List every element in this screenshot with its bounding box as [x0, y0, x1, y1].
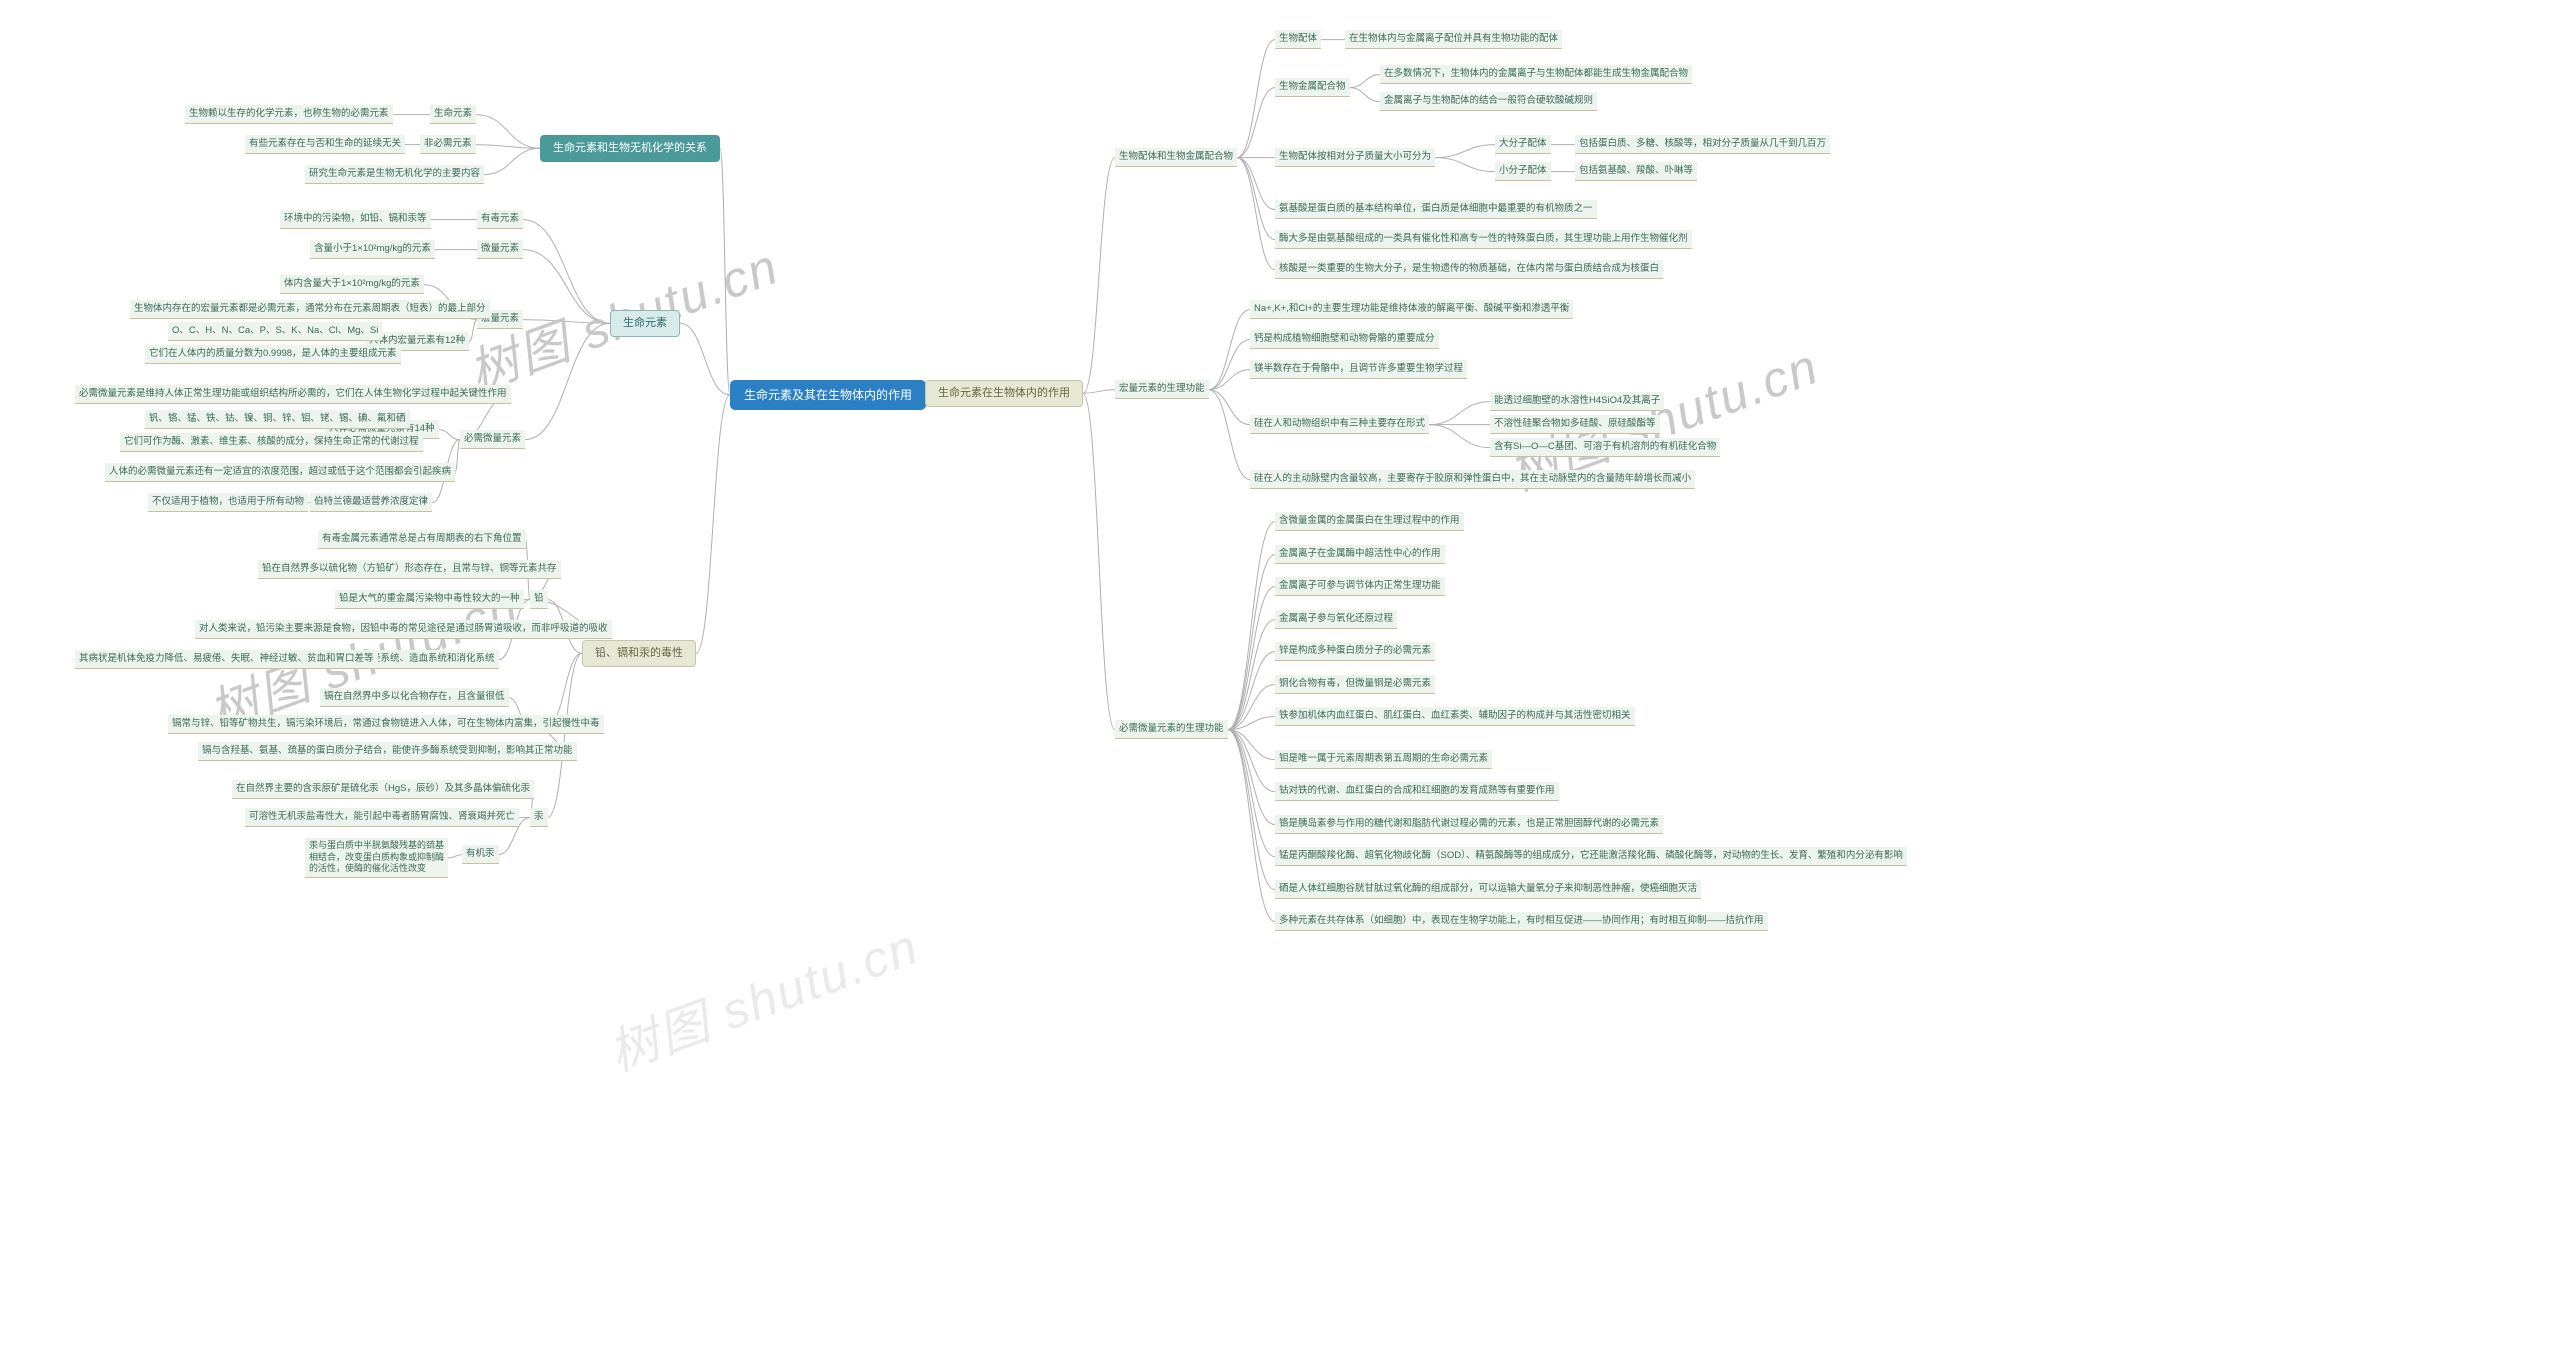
mindmap-node[interactable]: 生物配体按相对分子质量大小可分为 — [1275, 148, 1435, 167]
mindmap-node[interactable]: 包括蛋白质、多糖、核酸等，相对分子质量从几千到几百万 — [1575, 135, 1830, 154]
mindmap-node[interactable]: 生命元素在生物体内的作用 — [925, 380, 1083, 407]
mindmap-node[interactable]: 钴对铁的代谢、血红蛋白的合成和红细胞的发育成熟等有重要作用 — [1275, 782, 1559, 801]
mindmap-node[interactable]: 可溶性无机汞盐毒性大，能引起中毒者肠胃腐蚀、肾衰竭并死亡 — [245, 808, 519, 827]
mindmap-node[interactable]: 铅在自然界多以硫化物（方铅矿）形态存在，且常与锌、铜等元素共存 — [258, 560, 561, 579]
mindmap-node[interactable]: 宏量元素的生理功能 — [1115, 380, 1209, 399]
mindmap-node[interactable]: 生命元素和生物无机化学的关系 — [540, 135, 720, 162]
mindmap-node[interactable]: 镉在自然界中多以化合物存在，且含量很低 — [320, 688, 509, 707]
mindmap-node[interactable]: Na+,K+,和Cl+的主要生理功能是维持体液的解离平衡、酸碱平衡和渗透平衡 — [1250, 300, 1573, 319]
mindmap-node[interactable]: 镉常与锌、铅等矿物共生，镉污染环境后，常通过食物链进入人体，可在生物体内富集，引… — [168, 715, 604, 734]
mindmap-node[interactable]: 有些元素存在与否和生命的延续无关 — [245, 135, 405, 154]
mindmap-node[interactable]: 金属离子在金属酶中超活性中心的作用 — [1275, 545, 1445, 564]
mindmap-node[interactable]: O、C、H、N、Ca、P、S、K、Na、Cl、Mg、Si — [168, 322, 382, 341]
mindmap-node[interactable]: 必需微量元素 — [460, 430, 525, 449]
mindmap-node[interactable]: 研究生命元素是生物无机化学的主要内容 — [305, 165, 484, 184]
mindmap-node[interactable]: 在自然界主要的含汞原矿是硫化汞（HgS，辰砂）及其多晶体偏硫化汞 — [232, 780, 534, 799]
mindmap-node[interactable]: 生物体内存在的宏量元素都是必需元素，通常分布在元素周期表（短表）的最上部分 — [130, 300, 490, 319]
mindmap-node[interactable]: 含微量金属的金属蛋白在生理过程中的作用 — [1275, 512, 1464, 531]
mindmap-node[interactable]: 生物金属配合物 — [1275, 78, 1350, 97]
mindmap-node[interactable]: 不溶性硅聚合物如多硅酸、原硅酸酯等 — [1490, 415, 1660, 434]
mindmap-node[interactable]: 汞 — [530, 808, 548, 827]
mindmap-node[interactable]: 在多数情况下，生物体内的金属离子与生物配体都能生成生物金属配合物 — [1380, 65, 1692, 84]
mindmap-node[interactable]: 不仅适用于植物，也适用于所有动物 — [148, 493, 308, 512]
mindmap-node[interactable]: 镉与含羟基、氨基、巯基的蛋白质分子结合，能使许多酶系统受到抑制，影响其正常功能 — [198, 742, 577, 761]
mindmap-node[interactable]: 包括氨基酸、羧酸、卟啉等 — [1575, 162, 1697, 181]
mindmap-node[interactable]: 环境中的污染物，如铅、镉和汞等 — [280, 210, 431, 229]
mindmap-node[interactable]: 核酸是一类重要的生物大分子，是生物遗传的物质基础，在体内常与蛋白质结合成为核蛋白 — [1275, 260, 1663, 279]
mindmap-node[interactable]: 伯特兰德最适营养浓度定律 — [310, 493, 432, 512]
mindmap-node[interactable]: 钼是唯一属于元素周期表第五周期的生命必需元素 — [1275, 750, 1492, 769]
mindmap-node[interactable]: 酶大多是由氨基酸组成的一类具有催化性和高专一性的特殊蛋白质，其生理功能上用作生物… — [1275, 230, 1692, 249]
mindmap-node[interactable]: 生命元素 — [430, 105, 476, 124]
mindmap-node[interactable]: 铅 — [530, 590, 548, 609]
mindmap-node[interactable]: 生物配体和生物金属配合物 — [1115, 148, 1237, 167]
mindmap-node[interactable]: 汞与蛋白质中半胱氨酸残基的巯基 相结合，改变蛋白质构象或抑制酶 的活性，使酶的催… — [305, 838, 448, 878]
mindmap-node[interactable]: 能透过细胞壁的水溶性H4SiO4及其离子 — [1490, 392, 1664, 411]
mindmap-node[interactable]: 它们可作为酶、激素、维生素、核酸的成分，保持生命正常的代谢过程 — [120, 433, 423, 452]
mindmap-node[interactable]: 有毒金属元素通常总是占有周期表的右下角位置 — [318, 530, 526, 549]
mindmap-node[interactable]: 生物赖以生存的化学元素，也称生物的必需元素 — [185, 105, 393, 124]
mindmap-node[interactable]: 铜化合物有毒，但微量铜是必需元素 — [1275, 675, 1435, 694]
mindmap-node[interactable]: 它们在人体内的质量分数为0.9998，是人体的主要组成元素 — [145, 345, 401, 364]
mindmap-node[interactable]: 人体的必需微量元素还有一定适宜的浓度范围，超过或低于这个范围都会引起疾病 — [105, 463, 455, 482]
watermark: 树图 shutu.cn — [597, 907, 927, 1086]
mindmap-node[interactable]: 必需微量元素的生理功能 — [1115, 720, 1228, 739]
mindmap-node[interactable]: 生命元素 — [610, 310, 680, 337]
mindmap-node[interactable]: 硅在人和动物组织中有三种主要存在形式 — [1250, 415, 1429, 434]
mindmap-node[interactable]: 其病状是机体免疫力降低、易疲倦、失眠、神经过敏、贫血和胃口差等 — [75, 650, 378, 669]
mindmap-node[interactable]: 含有Si—O—C基团、可溶于有机溶剂的有机硅化合物 — [1490, 438, 1720, 457]
mindmap-node[interactable]: 小分子配体 — [1495, 162, 1551, 181]
mindmap-node[interactable]: 锌是构成多种蛋白质分子的必需元素 — [1275, 642, 1435, 661]
mindmap-node[interactable]: 有毒元素 — [477, 210, 523, 229]
mindmap-node[interactable]: 必需微量元素是维持人体正常生理功能或组织结构所必需的，它们在人体生物化学过程中起… — [75, 385, 511, 404]
mindmap-node[interactable]: 在生物体内与金属离子配位并具有生物功能的配体 — [1345, 30, 1562, 49]
mindmap-node[interactable]: 铅、镉和汞的毒性 — [582, 640, 696, 667]
mindmap-node[interactable]: 钙是构成植物细胞壁和动物骨骼的重要成分 — [1250, 330, 1439, 349]
mindmap-node[interactable]: 铁参加机体内血红蛋白、肌红蛋白、血红素类、辅助因子的构成并与其活性密切相关 — [1275, 707, 1635, 726]
mindmap-node[interactable]: 钒、铬、锰、铁、钴、镍、铜、锌、钼、铑、锡、碘、氟和硒 — [145, 410, 410, 429]
mindmap-node[interactable]: 锰是丙酮酸羧化酶、超氧化物歧化酶（SOD）、精氨酸酶等的组成成分，它还能激活羧化… — [1275, 847, 1907, 866]
mindmap-node[interactable]: 生命元素及其在生物体内的作用 — [730, 380, 926, 410]
mindmap-node[interactable]: 生物配体 — [1275, 30, 1321, 49]
mindmap-node[interactable]: 硒是人体红细胞谷胱甘肽过氧化酶的组成部分，可以运输大量氧分子来抑制恶性肿瘤，使癌… — [1275, 880, 1701, 899]
mindmap-node[interactable]: 体内含量大于1×10²mg/kg的元素 — [280, 275, 424, 294]
mindmap-node[interactable]: 氨基酸是蛋白质的基本结构单位，蛋白质是体细胞中最重要的有机物质之一 — [1275, 200, 1597, 219]
mindmap-node[interactable]: 微量元素 — [477, 240, 523, 259]
mindmap-node[interactable]: 非必需元素 — [420, 135, 476, 154]
mindmap-node[interactable]: 对人类来说，铅污染主要来源是食物，因铅中毒的常见途径是通过肠胃道吸收，而非呼吸道… — [195, 620, 612, 639]
mindmap-node[interactable]: 金属离子参与氧化还原过程 — [1275, 610, 1397, 629]
mindmap-node[interactable]: 金属离子可参与调节体内正常生理功能 — [1275, 577, 1445, 596]
mindmap-node[interactable]: 镁半数存在于骨骼中，且调节许多重要生物学过程 — [1250, 360, 1467, 379]
mindmap-node[interactable]: 铬是胰岛素参与作用的糖代谢和脂肪代谢过程必需的元素，也是正常胆固醇代谢的必需元素 — [1275, 815, 1663, 834]
mindmap-node[interactable]: 大分子配体 — [1495, 135, 1551, 154]
mindmap-node[interactable]: 金属离子与生物配体的结合一般符合硬软酸碱规则 — [1380, 92, 1597, 111]
mindmap-node[interactable]: 含量小于1×10²mg/kg的元素 — [310, 240, 435, 259]
mindmap-node[interactable]: 多种元素在共存体系（如细胞）中，表现在生物学功能上，有时相互促进——协同作用；有… — [1275, 912, 1768, 931]
mindmap-node[interactable]: 有机汞 — [462, 845, 499, 864]
mindmap-node[interactable]: 硅在人的主动脉壁内含量较高，主要寄存于胶原和弹性蛋白中，其在主动脉壁内的含量随年… — [1250, 470, 1695, 489]
mindmap-node[interactable]: 铅是大气的重金属污染物中毒性较大的一种 — [335, 590, 524, 609]
